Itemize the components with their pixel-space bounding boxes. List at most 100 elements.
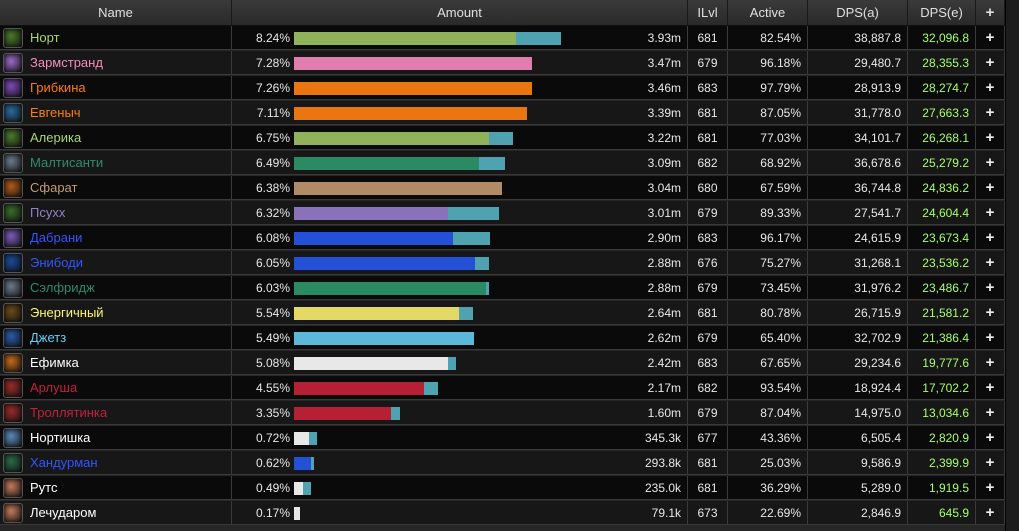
active-percent: 93.54%	[728, 376, 808, 400]
table-row[interactable]: Дабрани 6.08% 2.90m 683 96.17% 24,615.9 23,673…	[0, 226, 1005, 250]
item-level: 681	[688, 301, 728, 325]
active-percent: 36.29%	[728, 476, 808, 500]
expand-row-button[interactable]: +	[976, 476, 1005, 500]
damage-percent: 6.38%	[255, 181, 290, 195]
expand-row-button[interactable]: +	[976, 426, 1005, 450]
column-header-amount[interactable]: Amount	[232, 0, 688, 25]
player-name[interactable]: Зармстранд	[30, 55, 103, 70]
table-row[interactable]: Сфарат 6.38% 3.04m 680 67.59% 36,744.8 24,836.…	[0, 176, 1005, 200]
player-name[interactable]: Ефимка	[30, 355, 79, 370]
player-name[interactable]: Рутс	[30, 480, 58, 495]
pet-damage-bar	[453, 232, 490, 245]
column-header-name[interactable]: Name	[0, 0, 232, 25]
column-header-dps-e[interactable]: DPS(e)	[908, 0, 976, 25]
expand-row-button[interactable]: +	[976, 101, 1005, 125]
paladin-icon	[3, 53, 23, 73]
priest-icon	[3, 503, 23, 523]
column-header-ilvl[interactable]: ILvl	[688, 0, 728, 25]
expand-row-button[interactable]: +	[976, 151, 1005, 175]
amount-cell: 3.35% 1.60m	[232, 401, 688, 425]
table-row[interactable]: Джетз 5.49% 2.62m 679 65.40% 32,702.9 21,386.4…	[0, 326, 1005, 350]
active-percent: 97.79%	[728, 76, 808, 100]
table-row[interactable]: Троллятинка 3.35% 1.60m 679 87.04% 14,975.0 13…	[0, 401, 1005, 425]
table-row[interactable]: Алерика 6.75% 3.22m 681 77.03% 34,101.7 26,268…	[0, 126, 1005, 150]
column-header-active[interactable]: Active	[728, 0, 808, 25]
druid-icon	[3, 78, 23, 98]
expand-row-button[interactable]: +	[976, 76, 1005, 100]
wolf-icon	[3, 278, 23, 298]
player-name[interactable]: Энибоди	[30, 255, 84, 270]
damage-amount: 3.04m	[647, 181, 681, 195]
name-cell: Энибоди	[0, 251, 232, 275]
player-name[interactable]: Сфарат	[30, 180, 78, 195]
expand-row-button[interactable]: +	[976, 251, 1005, 275]
table-row[interactable]: Грибкина 7.26% 3.46m 683 97.79% 28,913.9 28,27…	[0, 76, 1005, 100]
player-name[interactable]: Алерика	[30, 130, 82, 145]
damage-bar	[294, 182, 502, 195]
player-name[interactable]: Лечударом	[30, 505, 97, 520]
damage-percent: 6.49%	[255, 156, 290, 170]
expand-row-button[interactable]: +	[976, 376, 1005, 400]
expand-row-button[interactable]: +	[976, 26, 1005, 50]
expand-row-button[interactable]: +	[976, 301, 1005, 325]
damage-bar	[294, 457, 311, 470]
dps-active: 5,289.0	[808, 476, 908, 500]
player-name[interactable]: Норт	[30, 30, 60, 45]
damage-amount: 79.1k	[651, 506, 681, 520]
expand-row-button[interactable]: +	[976, 401, 1005, 425]
table-row[interactable]: Евгеныч 7.11% 3.39m 681 87.05% 31,778.0 27,663…	[0, 101, 1005, 125]
table-row[interactable]: Сэлфридж 6.03% 2.88m 679 73.45% 31,976.2 23,48…	[0, 276, 1005, 300]
expand-row-button[interactable]: +	[976, 226, 1005, 250]
player-name[interactable]: Псухх	[30, 205, 66, 220]
player-name[interactable]: Энергичный	[30, 305, 104, 320]
amount-cell: 0.17% 79.1k	[232, 501, 688, 525]
table-row[interactable]: Норт 8.24% 3.93m 681 82.54% 38,887.8 32,096.8 +	[0, 26, 1005, 50]
table-header: Name Amount ILvl Active DPS(a) DPS(e) +	[0, 0, 1005, 26]
dps-effective: 27,663.3	[908, 101, 976, 125]
expand-row-button[interactable]: +	[976, 501, 1005, 525]
expand-row-button[interactable]: +	[976, 326, 1005, 350]
expand-row-button[interactable]: +	[976, 51, 1005, 75]
expand-row-button[interactable]: +	[976, 451, 1005, 475]
scrollbar[interactable]	[1005, 0, 1019, 531]
damage-percent: 0.17%	[255, 506, 290, 520]
table-row[interactable]: Нортишка 0.72% 345.3k 677 43.36% 6,505.4 2,820…	[0, 426, 1005, 450]
item-level: 681	[688, 26, 728, 50]
expand-row-button[interactable]: +	[976, 276, 1005, 300]
table-row[interactable]: Лечударом 0.17% 79.1k 673 22.69% 2,846.9 645.9…	[0, 501, 1005, 525]
column-header-plus[interactable]: +	[976, 0, 1005, 25]
name-cell: Сфарат	[0, 176, 232, 200]
table-row[interactable]: Арлуша 4.55% 2.17m 682 93.54% 18,924.4 17,702.…	[0, 376, 1005, 400]
item-level: 681	[688, 126, 728, 150]
table-row[interactable]: Ефимка 5.08% 2.42m 683 67.65% 29,234.6 19,777.…	[0, 351, 1005, 375]
table-row[interactable]: Энибоди 6.05% 2.88m 676 75.27% 31,268.1 23,536…	[0, 251, 1005, 275]
table-row[interactable]: Зармстранд 7.28% 3.47m 679 96.18% 29,480.7 28,…	[0, 51, 1005, 75]
expand-row-button[interactable]: +	[976, 351, 1005, 375]
player-name[interactable]: Троллятинка	[30, 405, 108, 420]
table-row[interactable]: Рутс 0.49% 235.0k 681 36.29% 5,289.0 1,919.5 +	[0, 476, 1005, 500]
player-name[interactable]: Нортишка	[30, 430, 91, 445]
expand-row-button[interactable]: +	[976, 176, 1005, 200]
player-name[interactable]: Джетз	[30, 330, 67, 345]
player-name[interactable]: Дабрани	[30, 230, 83, 245]
player-name[interactable]: Хандурман	[30, 455, 98, 470]
active-percent: 96.18%	[728, 51, 808, 75]
player-name[interactable]: Евгеныч	[30, 105, 81, 120]
damage-percent: 8.24%	[255, 31, 290, 45]
damage-amount: 3.39m	[647, 106, 681, 120]
table-row[interactable]: Малтисанти 6.49% 3.09m 682 68.92% 36,678.6 25,…	[0, 151, 1005, 175]
player-name[interactable]: Грибкина	[30, 80, 86, 95]
name-cell: Сэлфридж	[0, 276, 232, 300]
expand-row-button[interactable]: +	[976, 126, 1005, 150]
player-name[interactable]: Сэлфридж	[30, 280, 95, 295]
table-row[interactable]: Псухх 6.32% 3.01m 679 89.33% 27,541.7 24,604.4…	[0, 201, 1005, 225]
column-header-dps-a[interactable]: DPS(a)	[808, 0, 908, 25]
table-row[interactable]: Энергичный 5.54% 2.64m 681 80.78% 26,715.9 21,…	[0, 301, 1005, 325]
table-row[interactable]: Хандурман 0.62% 293.8k 681 25.03% 9,586.9 2,39…	[0, 451, 1005, 475]
dps-effective: 24,836.2	[908, 176, 976, 200]
player-name[interactable]: Малтисанти	[30, 155, 104, 170]
item-level: 683	[688, 351, 728, 375]
expand-row-button[interactable]: +	[976, 201, 1005, 225]
player-name[interactable]: Арлуша	[30, 380, 78, 395]
dps-effective: 32,096.8	[908, 26, 976, 50]
